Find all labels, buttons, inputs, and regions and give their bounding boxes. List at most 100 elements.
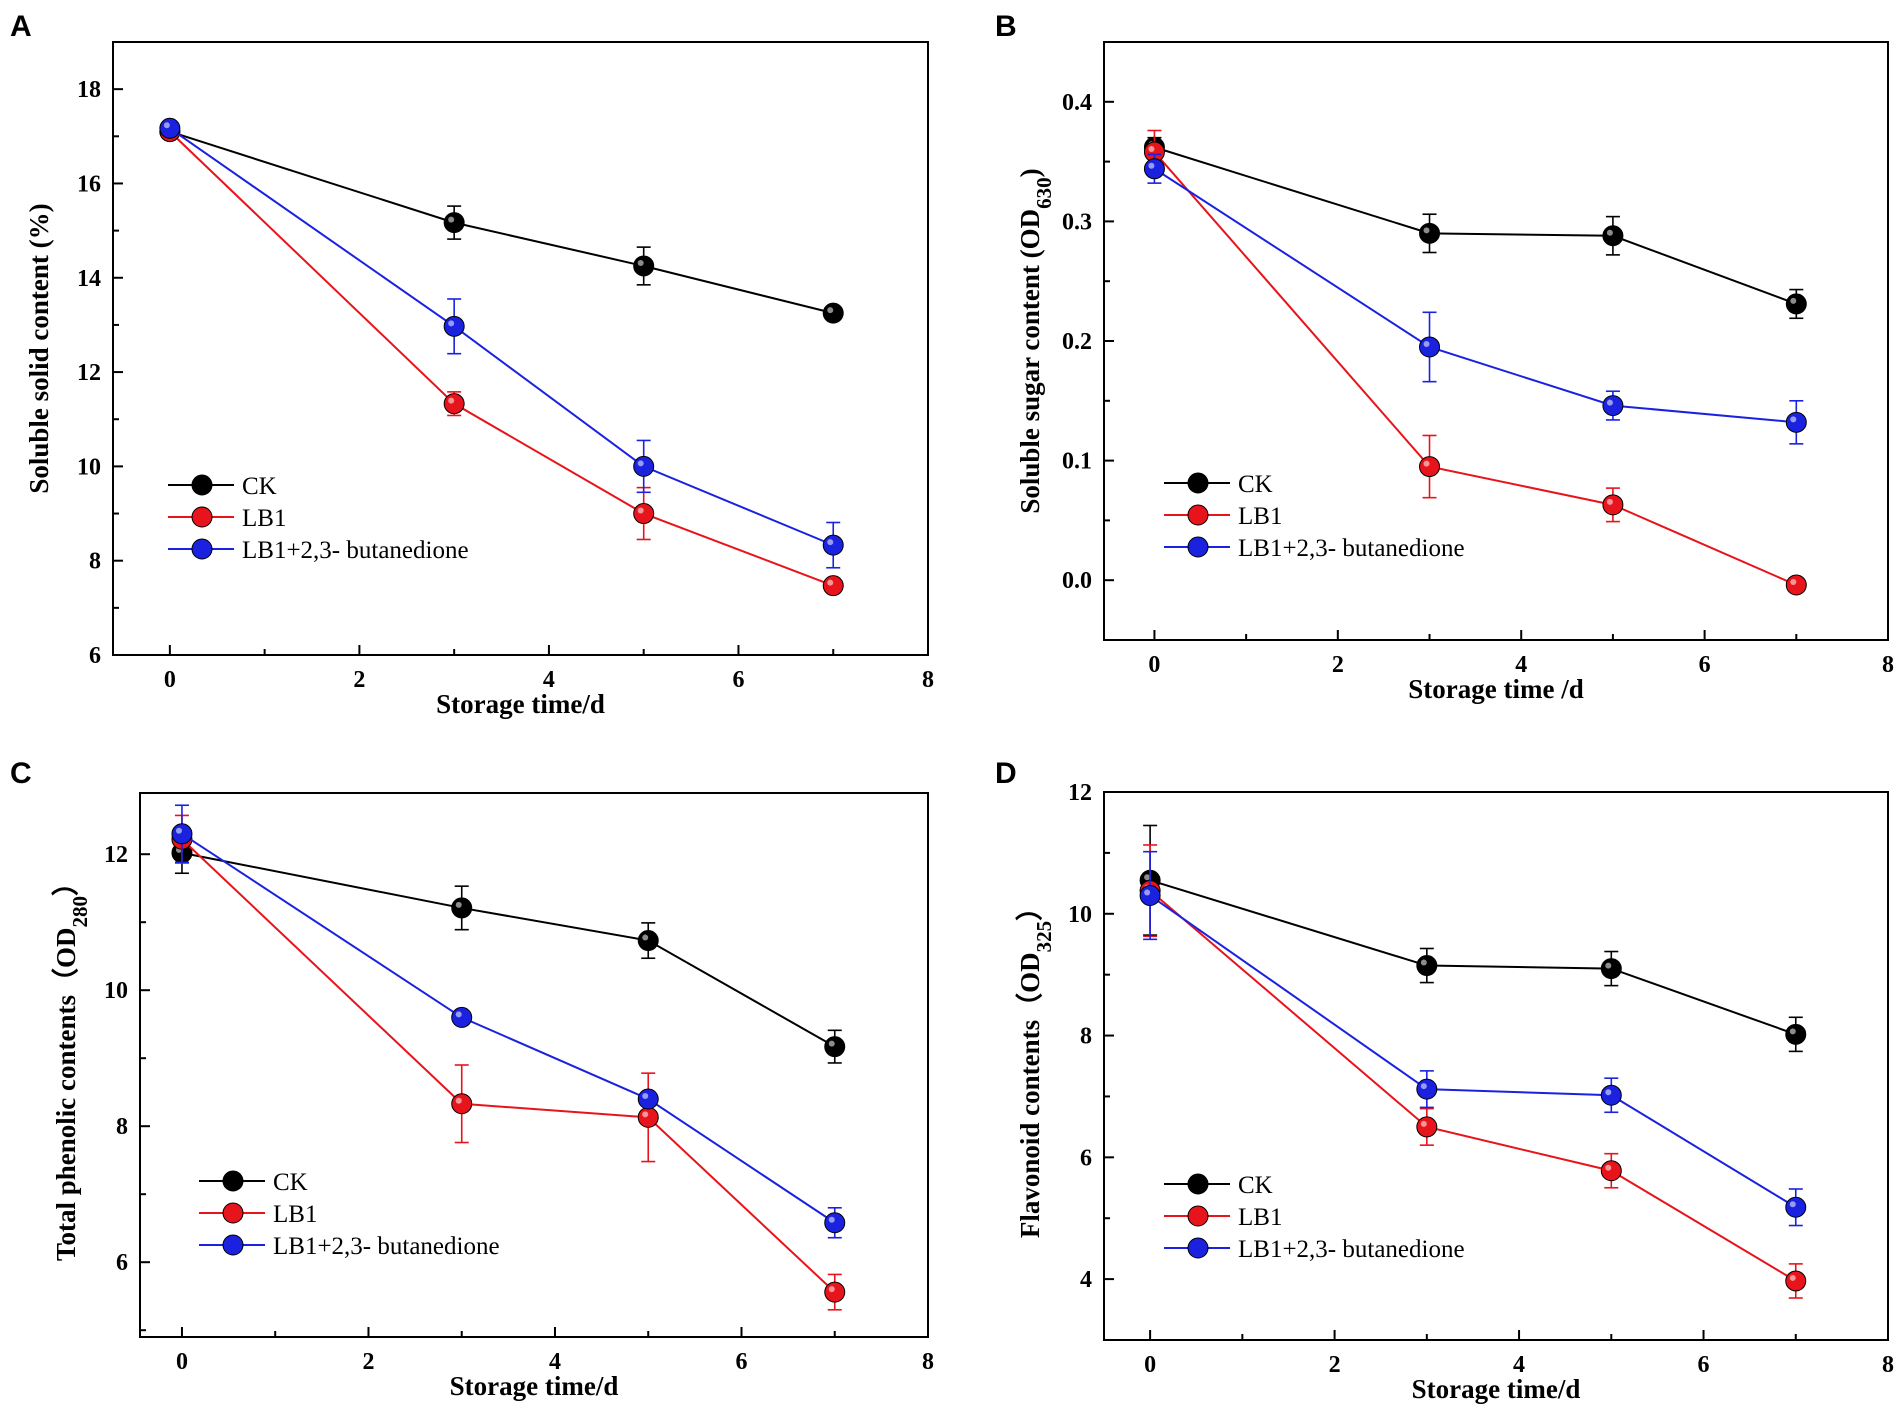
data-point — [637, 1088, 659, 1110]
data-point-highlight — [637, 507, 644, 514]
y-axis-title: Flavonoid contents（OD325） — [1015, 894, 1056, 1238]
x-axis-title: Storage time /d — [1408, 674, 1583, 704]
data-point — [1416, 1078, 1438, 1100]
x-tick-label: 2 — [353, 667, 365, 693]
legend-label: LB1 — [242, 505, 286, 532]
series-line — [1154, 146, 1797, 305]
x-tick-label: 0 — [1148, 652, 1160, 678]
data-point-highlight — [455, 901, 462, 908]
y-tick-label: 10 — [104, 978, 128, 1004]
y-tick-label: 8 — [116, 1114, 128, 1140]
x-tick-label: 6 — [732, 667, 744, 693]
series-line — [1153, 151, 1797, 586]
data-point-highlight — [455, 1011, 462, 1018]
legend-marker — [1187, 504, 1209, 526]
chart-panel-b: B 0 2 4 6 8 0.0 0.1 0.2 0.3 0.4 Storage time /d Solu… — [995, 10, 1894, 704]
y-tick-label: 0.3 — [1062, 209, 1092, 235]
x-tick-label: 4 — [1513, 1352, 1525, 1378]
x-tick-label: 8 — [922, 1349, 934, 1375]
x-tick-label: 6 — [1698, 1352, 1710, 1378]
plot-frame — [1103, 41, 1889, 641]
y-tick-label: 6 — [1080, 1145, 1092, 1171]
data-point-highlight — [1420, 1120, 1427, 1127]
y-tick-label: 12 — [104, 842, 128, 868]
x-tick-label: 0 — [176, 1349, 188, 1375]
data-point-highlight — [637, 259, 644, 266]
legend-item-lb1: LB1 — [1164, 1204, 1282, 1231]
data-point-highlight — [1790, 297, 1797, 304]
data-point-highlight — [1144, 889, 1151, 896]
series-lb1 — [1143, 129, 1807, 596]
series-lb1-2-3-butanedione — [1139, 850, 1807, 1227]
y-axis-title-subscript: 630 — [1032, 177, 1056, 209]
y-axis-title-main: Soluble solid content (%) — [24, 203, 54, 493]
series-line — [1149, 879, 1797, 1036]
plot-frame — [1103, 791, 1889, 1341]
data-point — [1785, 1023, 1807, 1045]
x-axis-title: Storage time/d — [1412, 1374, 1581, 1404]
data-point — [637, 1106, 659, 1128]
series-line — [169, 127, 834, 547]
data-point — [443, 212, 465, 234]
data-point-highlight — [1423, 460, 1430, 467]
x-tick-label: 8 — [922, 667, 934, 693]
y-axis-title: Soluble solid content (%) — [24, 203, 54, 493]
data-point-highlight — [637, 460, 644, 467]
chart-panel-d: D 0 2 4 6 8 4 6 8 10 12 Storage time/d Flavonoid con… — [995, 757, 1894, 1404]
data-point — [1600, 958, 1622, 980]
data-point — [1785, 293, 1807, 315]
data-point — [1785, 1270, 1807, 1292]
data-point — [1139, 885, 1161, 907]
legend-marker — [1187, 1237, 1209, 1259]
series-lb1-2-3-butanedione — [159, 117, 844, 569]
x-axis-title: Storage time/d — [436, 689, 605, 719]
data-point-highlight — [1144, 874, 1151, 881]
legend-marker — [191, 474, 213, 496]
data-point-highlight — [1420, 959, 1427, 966]
y-tick-label: 0.0 — [1062, 568, 1092, 594]
y-tick-label: 6 — [89, 643, 101, 669]
data-point-highlight — [827, 579, 834, 586]
y-axis-title-close: ) — [1015, 168, 1045, 177]
data-point — [159, 117, 181, 139]
legend-label: LB1+2,3- butanedione — [1238, 1236, 1465, 1263]
y-axis-title-subscript: 325 — [1032, 921, 1056, 953]
data-point-highlight — [1148, 162, 1155, 169]
data-point — [1785, 1196, 1807, 1218]
y-axis-title-main: Soluble sugar content (OD — [1015, 209, 1045, 514]
data-point-highlight — [1789, 1201, 1796, 1208]
series-line — [1153, 167, 1797, 424]
series-lb1-2-3-butanedione — [1143, 153, 1807, 445]
data-point — [637, 930, 659, 952]
legend-label: CK — [273, 1169, 308, 1196]
legend-item-lb1: LB1 — [168, 505, 286, 532]
data-point-highlight — [1790, 578, 1797, 585]
data-point — [1419, 456, 1441, 478]
legend-item-ck: CK — [199, 1169, 308, 1196]
legend-label: CK — [1238, 1172, 1273, 1199]
legend: CK LB1 LB1+2,3- butanedione — [199, 1169, 500, 1260]
data-point — [451, 897, 473, 919]
data-point-highlight — [1789, 1028, 1796, 1035]
data-point-highlight — [1605, 962, 1612, 969]
data-point-highlight — [1790, 416, 1797, 423]
legend-marker — [222, 1202, 244, 1224]
x-tick-label: 2 — [362, 1349, 374, 1375]
legend-label: CK — [242, 473, 277, 500]
y-tick-label: 12 — [77, 360, 101, 386]
data-point — [1600, 1084, 1622, 1106]
data-point-highlight — [175, 827, 182, 834]
x-tick-label: 8 — [1882, 1352, 1894, 1378]
data-point — [1416, 955, 1438, 977]
legend-item-lb1-2-3-butanedione: LB1+2,3- butanedione — [1164, 1236, 1465, 1263]
data-point — [822, 302, 844, 324]
x-tick-label: 4 — [549, 1349, 561, 1375]
y-tick-label: 0.1 — [1062, 449, 1092, 475]
data-point-highlight — [827, 307, 834, 314]
legend-label: LB1 — [1238, 503, 1282, 530]
data-point — [1785, 574, 1807, 596]
data-point — [1600, 1160, 1622, 1182]
legend-label: LB1+2,3- butanedione — [1238, 535, 1465, 562]
x-tick-label: 6 — [1699, 652, 1711, 678]
